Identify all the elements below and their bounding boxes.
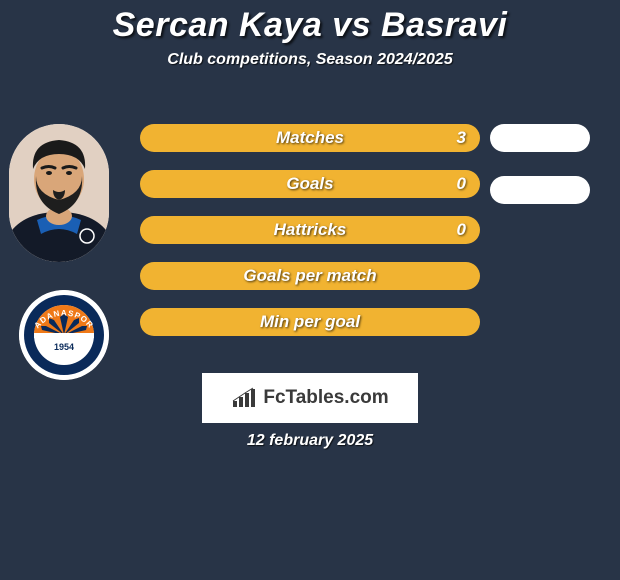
- footer-logo: FcTables.com: [202, 373, 418, 423]
- stat-bar: Hattricks 0: [140, 216, 480, 244]
- stat-bar-label: Matches: [276, 128, 344, 148]
- right-column: [490, 124, 610, 204]
- player-photo: [9, 124, 109, 262]
- stat-bar-label: Min per goal: [260, 312, 360, 332]
- player-photo-svg: [9, 124, 109, 262]
- stat-bar-label: Goals per match: [243, 266, 376, 286]
- left-column: 1954 ADANASPOR ADANA: [9, 124, 119, 380]
- title-player2: Basravi: [381, 6, 507, 44]
- club-badge: 1954 ADANASPOR ADANA: [19, 290, 109, 380]
- stat-bar-label: Goals: [286, 174, 333, 194]
- title-vs: vs: [332, 6, 371, 44]
- stat-bar: Matches 3: [140, 124, 480, 152]
- date: 12 february 2025: [0, 432, 620, 450]
- stat-bar: Goals 0: [140, 170, 480, 198]
- subtitle: Club competitions, Season 2024/2025: [0, 51, 620, 69]
- stat-bar: Goals per match: [140, 262, 480, 290]
- stat-bar-label: Hattricks: [274, 220, 347, 240]
- stat-bar-value: 0: [457, 170, 466, 198]
- stat-bar: Min per goal: [140, 308, 480, 336]
- stat-bar-value: 3: [457, 124, 466, 152]
- page-title: Sercan Kaya vs Basravi: [0, 0, 620, 45]
- footer-logo-text: FcTables.com: [263, 387, 388, 409]
- blank-pill: [490, 176, 590, 204]
- title-player1: Sercan Kaya: [113, 6, 323, 44]
- stat-bar-value: 0: [457, 216, 466, 244]
- blank-pill: [490, 124, 590, 152]
- club-badge-svg: 1954 ADANASPOR ADANA: [19, 290, 109, 380]
- stats-bars: Matches 3 Goals 0 Hattricks 0 Goals per match M…: [140, 124, 480, 354]
- footer-logo-icon: [231, 387, 257, 409]
